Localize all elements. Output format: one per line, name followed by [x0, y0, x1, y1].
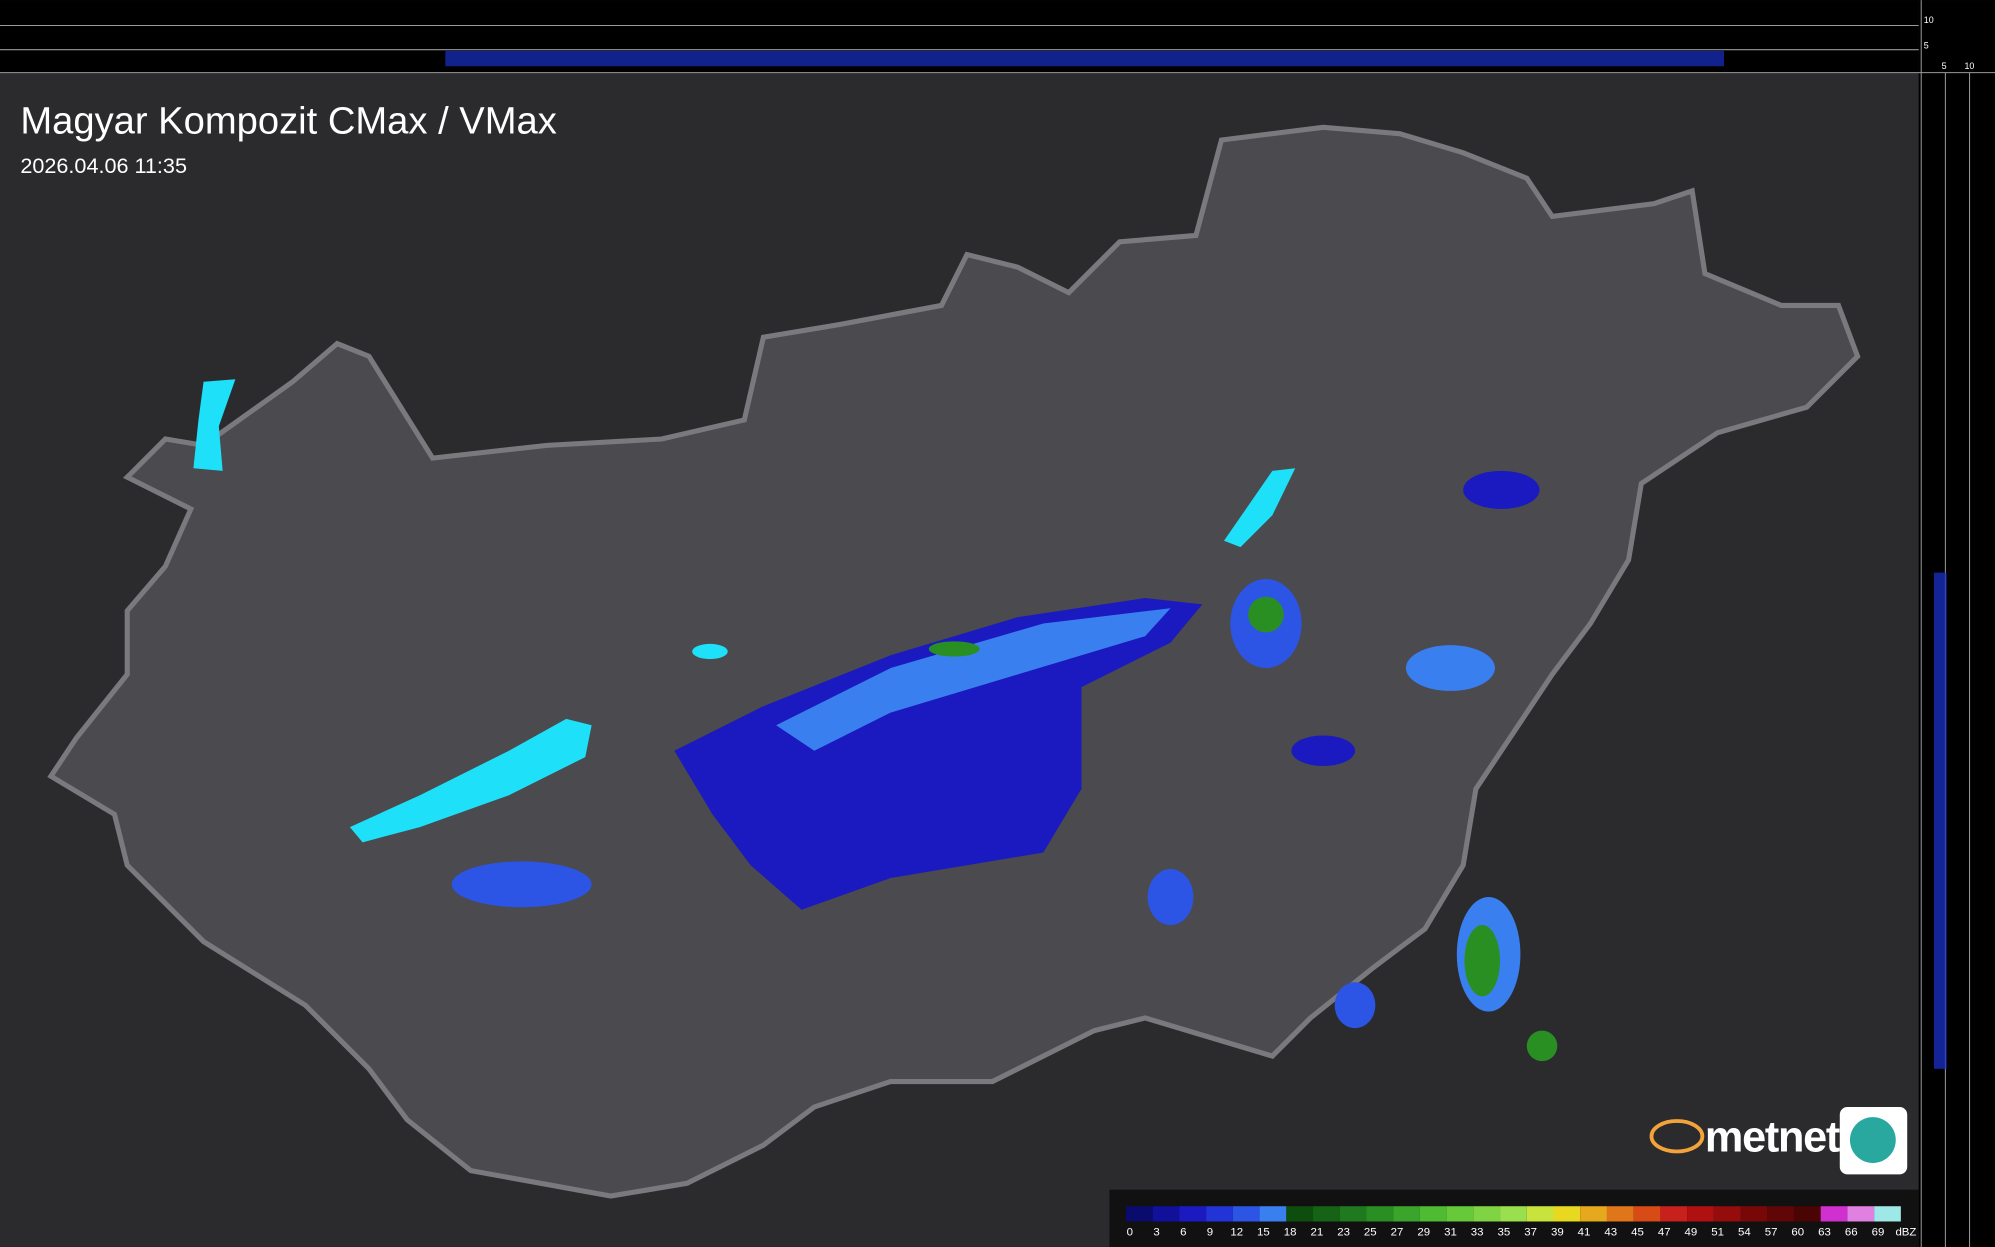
legend-swatch [1526, 1206, 1554, 1222]
legend-swatch [1740, 1206, 1768, 1222]
legend-swatch [1633, 1206, 1661, 1222]
lake [692, 643, 728, 660]
legend-label: 39 [1551, 1226, 1564, 1238]
legend-swatch [1820, 1206, 1848, 1222]
legend-label: 66 [1845, 1226, 1858, 1238]
echo [1405, 645, 1495, 691]
echo [1464, 925, 1501, 997]
legend-swatch [1553, 1206, 1581, 1222]
legend-swatch [1419, 1206, 1447, 1222]
legend-label: 43 [1604, 1226, 1617, 1238]
legend-swatch [1446, 1206, 1474, 1222]
lakes [193, 379, 1296, 843]
legend-label: 41 [1578, 1226, 1591, 1238]
legend-label: 12 [1230, 1226, 1243, 1238]
legend-swatch [1259, 1206, 1287, 1222]
legend-label: 27 [1391, 1226, 1404, 1238]
legend-swatch [1847, 1206, 1875, 1222]
legend-swatch [1126, 1206, 1153, 1222]
legend-swatch [1232, 1206, 1260, 1222]
lake [193, 379, 236, 471]
logo-icon-swirl [1849, 1117, 1896, 1163]
echo [1248, 596, 1284, 633]
legend-label: 25 [1364, 1226, 1377, 1238]
legend-label: 0 [1127, 1226, 1133, 1238]
echo [1463, 470, 1540, 509]
legend-swatch [1793, 1206, 1821, 1222]
legend-swatch [1473, 1206, 1501, 1222]
radar-echoes [451, 470, 1558, 1062]
legend-swatch [1206, 1206, 1233, 1222]
logo: metnet [1649, 1106, 1908, 1175]
side-profile [1918, 0, 1995, 1247]
legend-unit: dBZ [1895, 1226, 1916, 1238]
legend-swatch [1713, 1206, 1741, 1222]
echo [928, 641, 980, 657]
legend-label: 47 [1658, 1226, 1671, 1238]
legend-swatch [1393, 1206, 1420, 1222]
legend-swatch [1660, 1206, 1688, 1222]
legend-swatch [1339, 1206, 1367, 1222]
top-echo [445, 50, 1724, 67]
profile-label: 10 [1964, 61, 1974, 71]
profile-label: 5 [1924, 40, 1929, 50]
timestamp: 2026.04.06 11:35 [20, 153, 187, 178]
legend-label: 23 [1337, 1226, 1350, 1238]
map-title: Magyar Kompozit CMax / VMax [20, 100, 556, 143]
legend-swatch [1580, 1206, 1607, 1222]
profile-label: 5 [1942, 61, 1947, 71]
legend-label: 60 [1791, 1226, 1804, 1238]
logo-sun [1649, 1119, 1705, 1154]
profile-label: 10 [1924, 15, 1934, 25]
legend-swatch [1366, 1206, 1394, 1222]
legend-label: 31 [1444, 1226, 1457, 1238]
echo [1147, 869, 1194, 926]
legend-label: 37 [1524, 1226, 1537, 1238]
legend-label: 21 [1310, 1226, 1323, 1238]
legend-label: 3 [1153, 1226, 1159, 1238]
legend-label: 6 [1180, 1226, 1186, 1238]
legend-swatch [1606, 1206, 1634, 1222]
legend-label: 35 [1498, 1226, 1511, 1238]
echo [776, 608, 1171, 751]
legend-label: 54 [1738, 1226, 1751, 1238]
legend-label: 57 [1765, 1226, 1778, 1238]
legend-swatch [1152, 1206, 1180, 1222]
legend-swatch [1313, 1206, 1340, 1222]
legend-swatch [1500, 1206, 1527, 1222]
legend-label: 18 [1284, 1226, 1297, 1238]
legend-label: 49 [1685, 1226, 1698, 1238]
echo [451, 861, 592, 908]
legend-label: 51 [1711, 1226, 1724, 1238]
legend-label: 9 [1207, 1226, 1213, 1238]
legend-swatch [1286, 1206, 1314, 1222]
lake [349, 718, 592, 843]
legend-swatch [1874, 1206, 1901, 1222]
legend-swatch [1767, 1206, 1794, 1222]
legend-label: 69 [1872, 1226, 1885, 1238]
legend-label: 15 [1257, 1226, 1270, 1238]
legend-label: 29 [1417, 1226, 1430, 1238]
logo-text: metnet [1705, 1114, 1840, 1162]
legend: 0 3 6 9 12 15 18 21 23 25 27 29 31 33 35 37 39 41 43 45 47 49… [1126, 1206, 1916, 1238]
echo [1334, 982, 1376, 1029]
echo [674, 598, 1203, 910]
echo [1526, 1030, 1558, 1062]
legend-swatch [1179, 1206, 1207, 1222]
legend-label: 45 [1631, 1226, 1644, 1238]
echo [1291, 735, 1356, 766]
legend-label: 63 [1818, 1226, 1831, 1238]
lake [1223, 468, 1296, 548]
legend-label: 33 [1471, 1226, 1484, 1238]
side-echo [1933, 572, 1947, 1069]
legend-swatch [1687, 1206, 1714, 1222]
